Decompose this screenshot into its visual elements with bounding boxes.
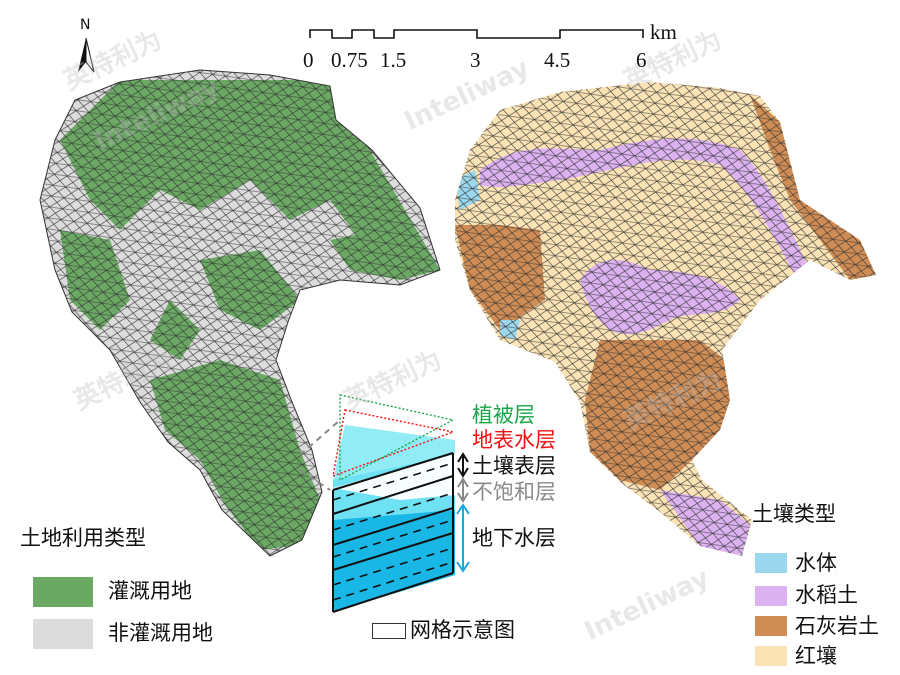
surface-water-layer-label: 地表水层: [472, 428, 556, 452]
soil-surface-layer-label: 土壤表层: [472, 454, 556, 478]
zoom-connector: [299, 419, 341, 491]
soil-surface-arrow-icon: [457, 452, 469, 478]
limestone-soil-label: 石灰岩土: [795, 614, 879, 638]
paddy-soil-label: 水稻土: [795, 583, 858, 607]
groundwater-layer-label: 地下水层: [472, 526, 556, 550]
irrigated-swatch: [33, 577, 93, 607]
irrigated-label: 灌溉用地: [108, 579, 192, 603]
scale-tick-label: 3: [470, 48, 481, 72]
red-soil-label: 红壤: [795, 644, 837, 668]
scale-tick-label: 6: [636, 48, 647, 72]
scale-tick-label: 1.5: [380, 48, 407, 72]
water-body-swatch: [755, 553, 787, 573]
scale-tick-label: 0: [303, 48, 314, 72]
soil-legend-title: 土壤类型: [752, 502, 836, 526]
scale-unit: km: [650, 20, 677, 44]
paddy-soil-swatch: [755, 586, 787, 606]
unsaturated-arrow-icon: [457, 477, 469, 503]
land-use-legend-title: 土地利用类型: [20, 526, 146, 550]
red-soil-swatch: [755, 646, 787, 666]
scale-tick-label: 4.5: [544, 48, 571, 72]
scale-bar: [309, 29, 644, 39]
grid-legend-swatch: [372, 623, 406, 639]
non-irrigated-label: 非灌溉用地: [108, 621, 213, 645]
grid-legend-label: 网格示意图: [410, 618, 515, 642]
north-arrow-icon: [78, 37, 95, 73]
limestone-soil-swatch: [755, 616, 787, 636]
north-label: N: [80, 17, 91, 33]
water-body-label: 水体: [795, 551, 837, 575]
grid-schematic: [332, 394, 470, 613]
vegetation-layer-label: 植被层: [472, 403, 535, 427]
groundwater-arrow-icon: [456, 503, 470, 573]
non-irrigated-swatch: [33, 619, 93, 649]
scale-tick-label: 0.75: [331, 48, 368, 72]
unsaturated-layer-label: 不饱和层: [472, 480, 556, 504]
